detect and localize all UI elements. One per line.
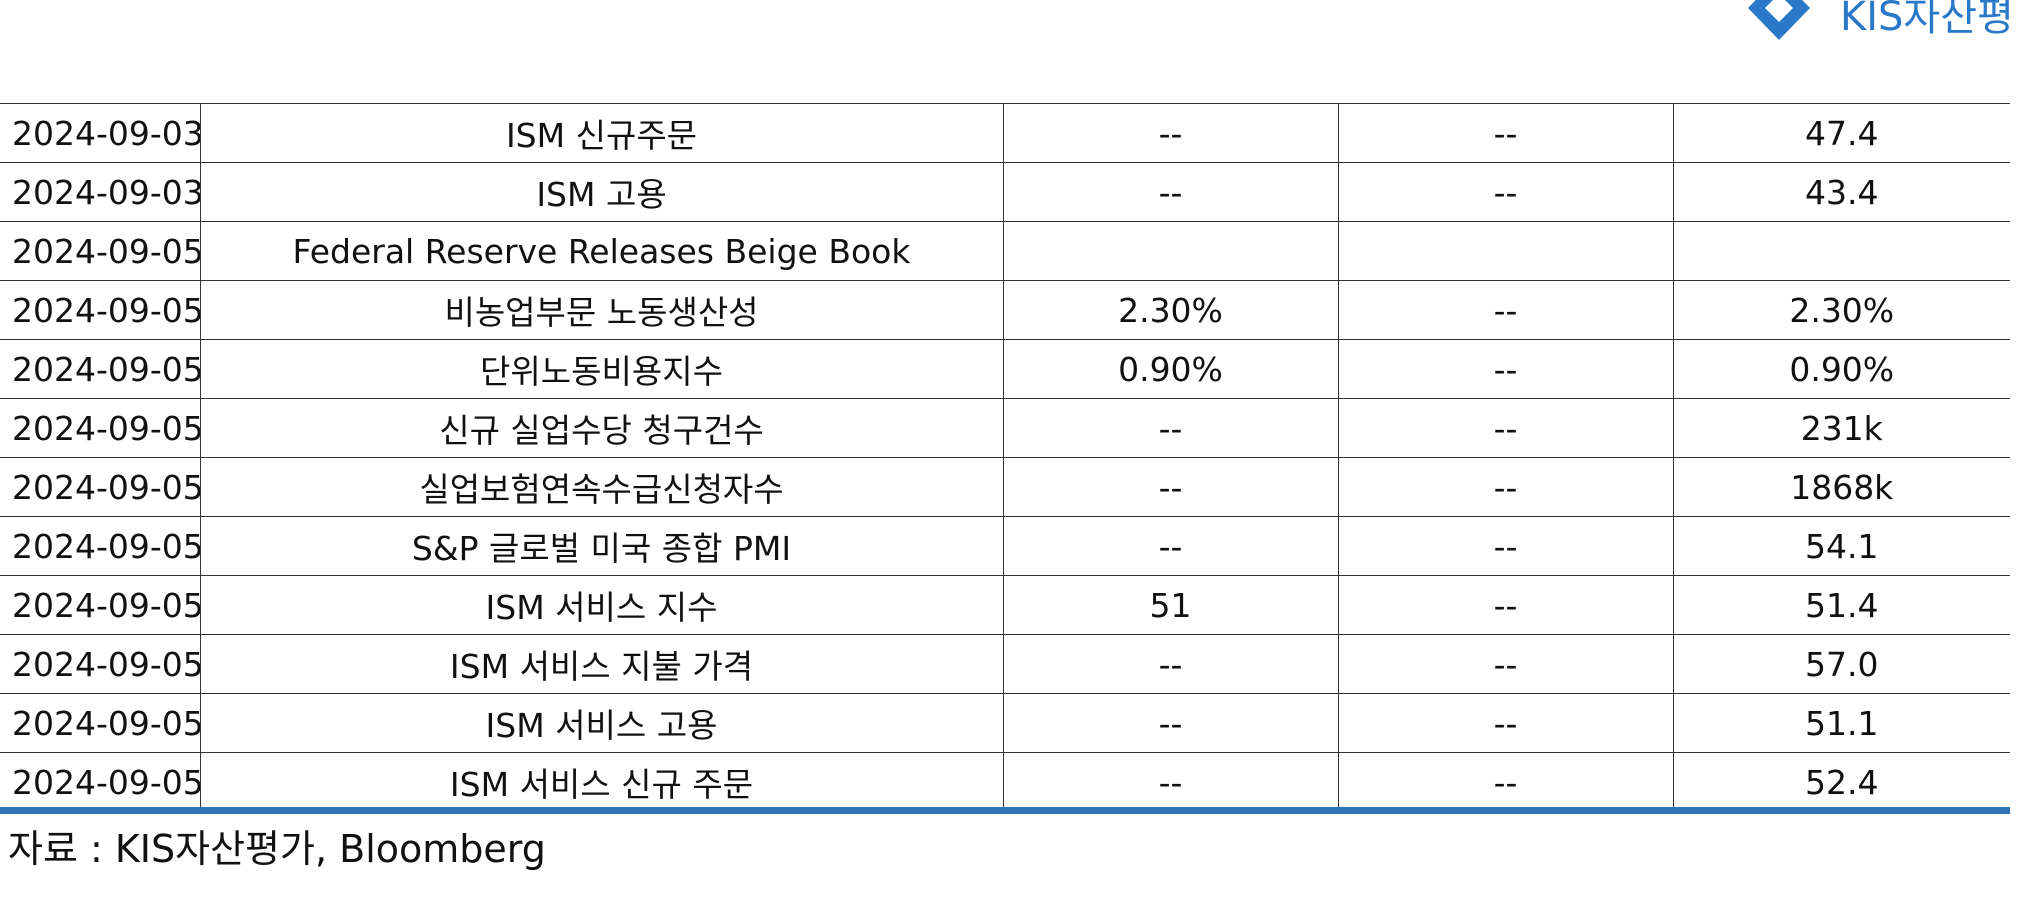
table-row: 2024-09-05 신규 실업수당 청구건수 -- -- 231k [0,398,2010,458]
value-a-cell: -- [1002,634,1338,694]
date-cell: 2024-09-05 [0,339,200,399]
value-c-cell: 231k [1672,398,2010,458]
event-cell: 단위노동비용지수 [199,339,1003,399]
date-cell: 2024-09-05 [0,693,200,753]
table-row: 2024-09-05 Federal Reserve Releases Beige… [0,221,2010,281]
value-b-cell: -- [1337,162,1673,222]
event-cell: S&P 글로벌 미국 종합 PMI [199,516,1003,576]
value-c-cell: 2.30% [1672,280,2010,340]
table-row: 2024-09-05 단위노동비용지수 0.90% -- 0.90% [0,339,2010,399]
value-c-cell: 51.4 [1672,575,2010,635]
event-cell: 실업보험연속수급신청자수 [199,457,1003,517]
table-row: 2024-09-05 비농업부문 노동생산성 2.30% -- 2.30% [0,280,2010,340]
value-c-cell: 0.90% [1672,339,2010,399]
event-cell: ISM 신규주문 [199,103,1003,163]
value-a-cell: -- [1002,516,1338,576]
value-b-cell: -- [1337,280,1673,340]
table-row: 2024-09-05 S&P 글로벌 미국 종합 PMI -- -- 54.1 [0,516,2010,576]
value-c-cell: 54.1 [1672,516,2010,576]
date-cell: 2024-09-03 [0,103,200,163]
date-cell: 2024-09-05 [0,280,200,340]
event-cell: ISM 서비스 지불 가격 [199,634,1003,694]
event-cell: 비농업부문 노동생산성 [199,280,1003,340]
value-b-cell [1337,221,1673,281]
table-row: 2024-09-05 ISM 서비스 지불 가격 -- -- 57.0 [0,634,2010,694]
value-b-cell: -- [1337,693,1673,753]
table-row: 2024-09-05 ISM 서비스 지수 51 -- 51.4 [0,575,2010,635]
value-b-cell: -- [1337,634,1673,694]
value-b-cell: -- [1337,516,1673,576]
table-row: 2024-09-05 실업보험연속수급신청자수 -- -- 1868k [0,457,2010,517]
date-cell: 2024-09-05 [0,634,200,694]
logo-text: KIS자산평 [1840,0,2014,40]
table-row: 2024-09-03 ISM 고용 -- -- 43.4 [0,162,2010,222]
kis-logo-icon [1748,0,1810,40]
value-b-cell: -- [1337,398,1673,458]
event-cell: Federal Reserve Releases Beige Book [199,221,1003,281]
value-c-cell: 43.4 [1672,162,2010,222]
event-cell: ISM 서비스 고용 [199,693,1003,753]
economic-calendar-table: 2024-09-03 ISM 신규주문 -- -- 47.4 2024-09-03 ISM … [0,103,2010,811]
value-b-cell: -- [1337,575,1673,635]
event-cell: ISM 서비스 지수 [199,575,1003,635]
date-cell: 2024-09-05 [0,457,200,517]
source-note: 자료 : KIS자산평가, Bloomberg [8,827,546,871]
value-b-cell: -- [1337,339,1673,399]
value-a-cell: 2.30% [1002,280,1338,340]
table-row: 2024-09-03 ISM 신규주문 -- -- 47.4 [0,103,2010,163]
date-cell: 2024-09-05 [0,516,200,576]
date-cell: 2024-09-05 [0,221,200,281]
value-b-cell: -- [1337,103,1673,163]
value-c-cell: 1868k [1672,457,2010,517]
value-a-cell: -- [1002,457,1338,517]
value-a-cell: -- [1002,693,1338,753]
date-cell: 2024-09-05 [0,398,200,458]
value-a-cell: 51 [1002,575,1338,635]
event-cell: ISM 고용 [199,162,1003,222]
table-row: 2024-09-05 ISM 서비스 신규 주문 -- -- 52.4 [0,752,2010,811]
table-row: 2024-09-05 ISM 서비스 고용 -- -- 51.1 [0,693,2010,753]
value-c-cell [1672,221,2010,281]
date-cell: 2024-09-05 [0,752,200,811]
value-c-cell: 52.4 [1672,752,2010,811]
event-cell: 신규 실업수당 청구건수 [199,398,1003,458]
value-b-cell: -- [1337,752,1673,811]
date-cell: 2024-09-05 [0,575,200,635]
value-c-cell: 51.1 [1672,693,2010,753]
value-a-cell [1002,221,1338,281]
brand-logo: KIS자산평 [1738,0,2014,48]
value-b-cell: -- [1337,457,1673,517]
value-a-cell: -- [1002,103,1338,163]
value-a-cell: -- [1002,398,1338,458]
value-a-cell: -- [1002,162,1338,222]
table-bottom-rule [0,807,2010,814]
value-c-cell: 47.4 [1672,103,2010,163]
event-cell: ISM 서비스 신규 주문 [199,752,1003,811]
value-a-cell: 0.90% [1002,339,1338,399]
value-a-cell: -- [1002,752,1338,811]
date-cell: 2024-09-03 [0,162,200,222]
value-c-cell: 57.0 [1672,634,2010,694]
